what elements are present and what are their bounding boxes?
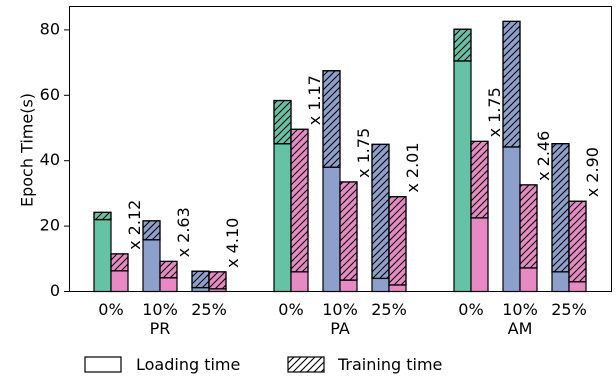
bar-pr-0-left-training-hatch: [93, 211, 112, 221]
bar-pr-2-right-training-hatch: [208, 271, 227, 290]
bar-am-0-left-training-hatch: [453, 28, 472, 62]
bar-pa-1-right-loading: [339, 279, 358, 293]
x-tick-label: 25%: [551, 300, 587, 319]
bar-am-2-right-loading: [568, 281, 587, 293]
group-label: AM: [508, 319, 533, 338]
bar-pa-0-right-training-hatch: [290, 128, 309, 273]
speedup-annotation: x 1.75: [354, 128, 373, 178]
bar-pa-1-left-training-hatch: [322, 70, 341, 168]
y-tick-label: 0: [50, 281, 60, 300]
x-tick-label: 25%: [191, 300, 227, 319]
bar-pa-0-left-training-hatch: [273, 99, 292, 145]
x-tick-label: 10%: [502, 300, 538, 319]
x-axis-labels: 0% 10% 25% PR 0% 10% 25% PA 0% 10% 25% AM: [98, 300, 586, 338]
legend: Loading time Training time: [84, 355, 442, 374]
bar-am-0-left-loading: [453, 60, 472, 293]
y-tick-label: 60: [40, 85, 60, 104]
bar-pa-2-left-training-hatch: [371, 143, 390, 280]
y-tick-label: 40: [40, 150, 60, 169]
speedup-annotation: x 1.17: [305, 75, 324, 125]
group-label: PR: [150, 319, 171, 338]
bar-am-2-left-training-hatch: [551, 143, 570, 273]
y-axis: 0 20 40 60 80: [40, 19, 70, 300]
plot-frame: [69, 6, 612, 292]
legend-label-loading: Loading time: [136, 355, 240, 374]
speedup-annotation: x 2.90: [583, 147, 602, 197]
bar-pr-0-left-loading: [93, 218, 112, 293]
speedup-annotations: x 2.12 x 2.63 x 4.10 x 1.17 x 1.75 x 2.01 x 1.…: [125, 75, 602, 268]
speedup-annotation: x 2.12: [125, 200, 144, 250]
legend-label-training: Training time: [337, 355, 442, 374]
bar-pr-1-right-training-hatch: [159, 260, 178, 279]
y-axis-label: Epoch Time(s): [18, 93, 37, 207]
bar-am-0-right-training-hatch: [470, 140, 489, 219]
bar-pa-2-right-loading: [388, 284, 407, 293]
bar-am-1-left-loading: [502, 146, 521, 293]
group-label: PA: [330, 319, 350, 338]
y-tick-label: 20: [40, 216, 60, 235]
bar-pr-1-left-training-hatch: [142, 220, 161, 241]
bar-pr-1-left-loading: [142, 239, 161, 293]
speedup-annotation: x 2.46: [534, 131, 553, 181]
x-tick-label: 25%: [371, 300, 407, 319]
x-tick-label: 10%: [322, 300, 358, 319]
speedup-annotation: x 4.10: [223, 218, 242, 268]
speedup-annotation: x 1.75: [485, 87, 504, 137]
speedup-annotation: x 2.63: [174, 207, 193, 257]
bar-pa-0-left-loading: [273, 143, 292, 293]
bar-am-2-right-training-hatch: [568, 200, 587, 283]
x-tick-label: 0%: [98, 300, 123, 319]
y-tick-label: 80: [40, 19, 60, 38]
x-tick-label: 10%: [142, 300, 178, 319]
bar-pr-0-right-training-hatch: [110, 253, 129, 272]
bar-pa-2-right-training-hatch: [388, 196, 407, 286]
bar-pa-1-left-loading: [322, 166, 341, 293]
bar-pa-0-right-loading: [290, 271, 309, 293]
legend-swatch-loading: [84, 356, 122, 373]
bar-am-1-left-training-hatch: [502, 20, 521, 148]
legend-swatch-training: [287, 356, 325, 373]
x-tick-label: 0%: [278, 300, 303, 319]
bar-pr-0-right-loading: [110, 270, 129, 293]
x-tick-label: 0%: [458, 300, 483, 319]
bar-pa-1-right-training-hatch: [339, 181, 358, 281]
speedup-annotation: x 2.01: [403, 142, 422, 192]
bar-am-2-left-loading: [551, 271, 570, 293]
bar-pr-2-left-training-hatch: [191, 270, 210, 289]
bar-pr-1-right-loading: [159, 277, 178, 293]
bar-am-1-right-loading: [519, 267, 538, 293]
bar-am-0-right-loading: [470, 217, 489, 293]
bars: [93, 20, 587, 293]
bar-pa-2-left-loading: [371, 277, 390, 293]
bar-am-1-right-training-hatch: [519, 184, 538, 269]
